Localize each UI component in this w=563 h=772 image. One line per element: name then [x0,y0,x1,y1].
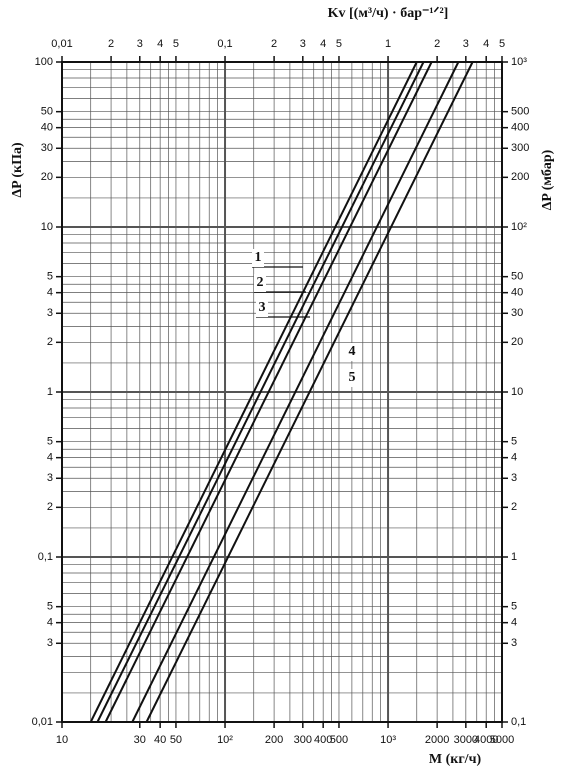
y-tick-label: 4 [47,617,53,629]
y-tick-label: 40 [41,122,53,134]
x-tick-label: 10³ [380,734,396,746]
series-label: 4 [349,344,356,359]
x-tick-label: 3000 [454,734,478,746]
series-line [96,61,425,723]
y2-tick-label: 50 [511,271,523,283]
y2-tick-label: 10 [511,386,523,398]
label-bg [256,299,268,317]
x2-tick-label: 2 [271,38,277,50]
y-tick-label: 20 [41,171,53,183]
y-tick-label: 5 [47,436,53,448]
y2-tick-label: 20 [511,336,523,348]
x2-tick-label: 0,01 [51,38,72,50]
x2-tick-label: 5 [336,38,342,50]
y-tick-label: 2 [47,501,53,513]
y2-tick-label: 5 [511,436,517,448]
x2-tick-label: 4 [483,38,489,50]
y2-tick-label: 0,1 [511,716,526,728]
x2-tick-label: 1 [385,38,391,50]
y2-axis-label: ΔP (мбар) [540,149,555,210]
y2-tick-label: 10³ [511,56,527,68]
x-tick-label: 500 [330,734,348,746]
x2-tick-label: 0,1 [217,38,232,50]
x2-tick-label: 5 [499,38,505,50]
y-tick-label: 0,01 [32,716,53,728]
x2-tick-label: 2 [434,38,440,50]
x2-tick-label: 4 [320,38,326,50]
y2-tick-label: 3 [511,472,517,484]
y-tick-label: 0,1 [38,551,53,563]
x2-tick-label: 3 [137,38,143,50]
y-tick-label: 3 [47,472,53,484]
y-tick-label: 5 [47,271,53,283]
label-bg [346,343,358,361]
y-tick-label: 30 [41,142,53,154]
series-line [104,61,433,723]
x-axis-label: M (кг/ч) [429,752,482,767]
series-line [89,61,418,723]
y-tick-label: 3 [47,307,53,319]
y-tick-label: 4 [47,287,53,299]
series-label: 1 [255,250,262,265]
x2-tick-label: 5 [173,38,179,50]
y-tick-label: 5 [47,601,53,613]
y2-tick-label: 3 [511,637,517,649]
y2-tick-label: 30 [511,307,523,319]
series-label: 2 [257,275,264,290]
x-tick-label: 4000 [474,734,498,746]
series-line [145,61,474,723]
y-tick-label: 10 [41,221,53,233]
y2-tick-label: 1 [511,551,517,563]
x-tick-label: 400 [314,734,332,746]
y2-tick-label: 400 [511,122,529,134]
y2-tick-label: 2 [511,501,517,513]
y2-tick-label: 5 [511,601,517,613]
y2-tick-label: 40 [511,287,523,299]
x-tick-label: 50 [170,734,182,746]
y2-tick-label: 200 [511,171,529,183]
x-tick-label: 30 [134,734,146,746]
y-tick-label: 1 [47,386,53,398]
y-tick-label: 100 [35,56,53,68]
x2-tick-label: 2 [108,38,114,50]
x-tick-label: 40 [154,734,166,746]
y2-tick-label: 10² [511,221,527,233]
y-axis-label: ΔP (кПа) [10,142,25,198]
top-axis-label: Kv [(м³/ч) · бар⁻¹ᐟ²] [328,6,449,21]
y2-tick-label: 500 [511,106,529,118]
y-tick-label: 50 [41,106,53,118]
x-tick-label: 10² [217,734,233,746]
series-label: 3 [259,300,266,315]
series-label: 5 [349,370,356,385]
y-tick-label: 4 [47,452,53,464]
y2-tick-label: 300 [511,142,529,154]
x2-tick-label: 4 [157,38,163,50]
x-tick-label: 300 [294,734,312,746]
y2-tick-label: 4 [511,452,517,464]
x2-tick-label: 3 [300,38,306,50]
series-line [131,61,460,723]
x-tick-label: 5000 [490,734,514,746]
x-tick-label: 10 [56,734,68,746]
x-tick-label: 2000 [425,734,449,746]
y2-tick-label: 4 [511,617,517,629]
y-tick-label: 2 [47,336,53,348]
label-bg [254,274,266,292]
x2-tick-label: 3 [463,38,469,50]
label-bg [346,369,358,387]
y-tick-label: 3 [47,637,53,649]
x-tick-label: 200 [265,734,283,746]
label-bg [252,249,264,267]
